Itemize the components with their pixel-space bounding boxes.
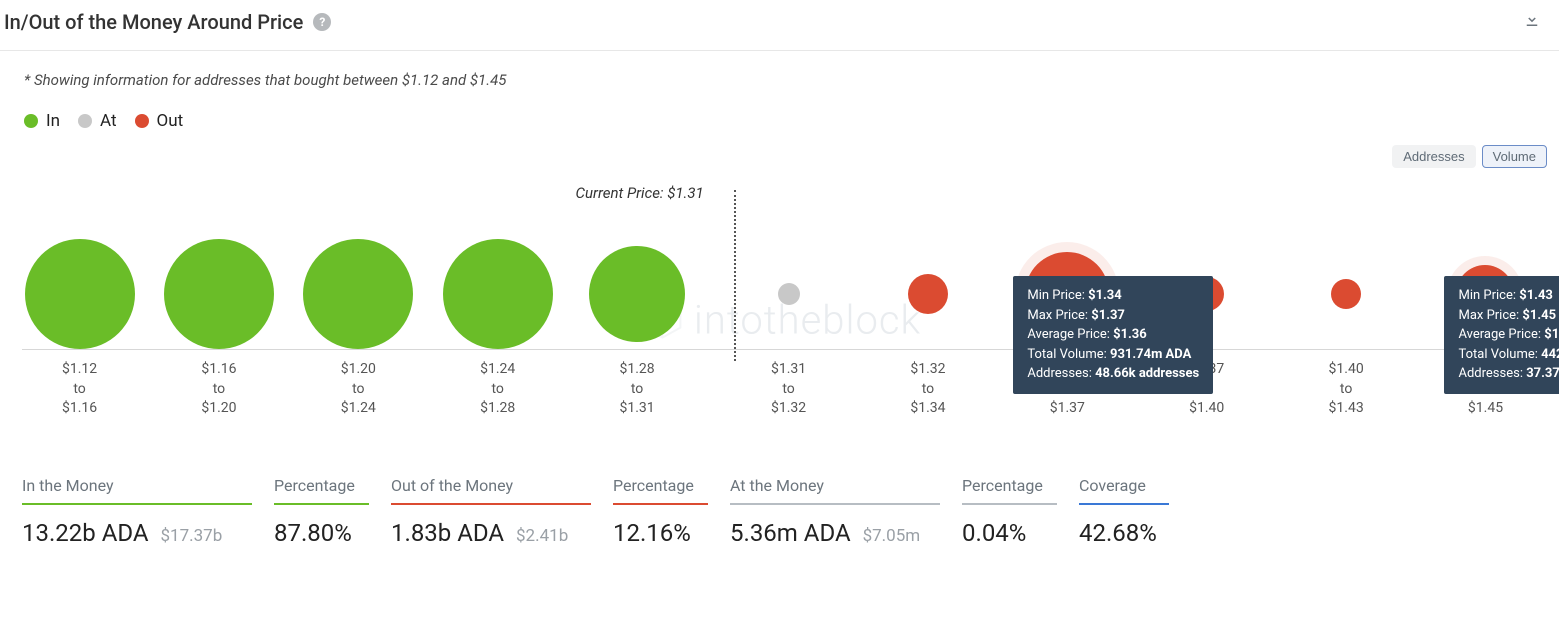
toggle-addresses-button[interactable]: Addresses: [1392, 145, 1475, 168]
summary-label: Percentage: [962, 476, 1057, 505]
legend-label-at: At: [100, 111, 117, 131]
legend-label-out: Out: [157, 111, 184, 131]
bubble-out[interactable]: [1331, 190, 1361, 349]
legend-label-in: In: [46, 111, 60, 131]
info-line: * Showing information for addresses that…: [0, 51, 1559, 95]
summary-label: Percentage: [613, 476, 708, 505]
summary-row: In the Money 13.22b ADA $17.37b Percenta…: [0, 458, 1559, 567]
summary-in-money: In the Money 13.22b ADA $17.37b: [22, 476, 252, 547]
tooltip: Min Price: $1.34Max Price: $1.37Average …: [1013, 276, 1213, 394]
bubble-in[interactable]: [443, 190, 553, 349]
range-label: $1.24to$1.28: [480, 360, 515, 419]
bubble-in[interactable]: [25, 190, 135, 349]
legend-item-out: Out: [135, 111, 184, 131]
swatch-in: [24, 114, 38, 128]
range-label: $1.16to$1.20: [201, 360, 236, 419]
summary-at-pct: Percentage 0.04%: [962, 476, 1057, 547]
range-label: $1.31to$1.32: [771, 360, 806, 419]
summary-value: 87.80%: [274, 519, 369, 547]
summary-value: 12.16%: [613, 519, 708, 547]
divider-line: [734, 190, 736, 361]
summary-label: Coverage: [1079, 476, 1169, 505]
download-icon[interactable]: [1523, 11, 1541, 33]
panel-title: In/Out of the Money Around Price: [4, 10, 303, 34]
bubble-in[interactable]: [164, 190, 274, 349]
range-label: $1.28to$1.31: [619, 360, 654, 419]
range-label: $1.40to$1.43: [1329, 360, 1364, 419]
range-label: $1.12to$1.16: [62, 360, 97, 419]
summary-coverage: Coverage 42.68%: [1079, 476, 1169, 547]
legend: In At Out: [0, 95, 1559, 139]
range-label: $1.20to$1.24: [341, 360, 376, 419]
summary-out-pct: Percentage 12.16%: [613, 476, 708, 547]
toggle-volume-button[interactable]: Volume: [1482, 145, 1547, 168]
swatch-out: [135, 114, 149, 128]
swatch-at: [78, 114, 92, 128]
bubble-in[interactable]: [303, 190, 413, 349]
summary-at-money: At the Money 5.36m ADA $7.05m: [730, 476, 940, 547]
bubble-out[interactable]: [908, 190, 948, 349]
view-toggle: Addresses Volume: [1392, 145, 1547, 168]
range-label: $1.32to$1.34: [910, 360, 945, 419]
bubbles-row: Min Price: $1.34Max Price: $1.37Average …: [22, 190, 1537, 350]
summary-value: 0.04%: [962, 519, 1057, 547]
summary-out-money: Out of the Money 1.83b ADA $2.41b: [391, 476, 591, 547]
tooltip: Min Price: $1.43Max Price: $1.45Average …: [1444, 276, 1559, 394]
summary-value: 5.36m ADA $7.05m: [730, 519, 940, 547]
summary-label: Out of the Money: [391, 476, 591, 505]
ranges-row: $1.12to$1.16 $1.16to$1.20 $1.20to$1.24 $1.2…: [22, 360, 1537, 430]
chart-area: intotheblock Current Price: $1.31 Min Pr…: [22, 190, 1537, 430]
summary-label: In the Money: [22, 476, 252, 505]
summary-label: At the Money: [730, 476, 940, 505]
summary-value: 1.83b ADA $2.41b: [391, 519, 591, 547]
panel-header: In/Out of the Money Around Price ?: [0, 0, 1559, 51]
legend-item-at: At: [78, 111, 117, 131]
summary-value: 42.68%: [1079, 519, 1169, 547]
legend-item-in: In: [24, 111, 60, 131]
help-icon[interactable]: ?: [313, 13, 331, 31]
bubble-at[interactable]: [778, 190, 800, 349]
summary-in-pct: Percentage 87.80%: [274, 476, 369, 547]
bubble-in[interactable]: [589, 190, 685, 349]
summary-label: Percentage: [274, 476, 369, 505]
summary-value: 13.22b ADA $17.37b: [22, 519, 252, 547]
